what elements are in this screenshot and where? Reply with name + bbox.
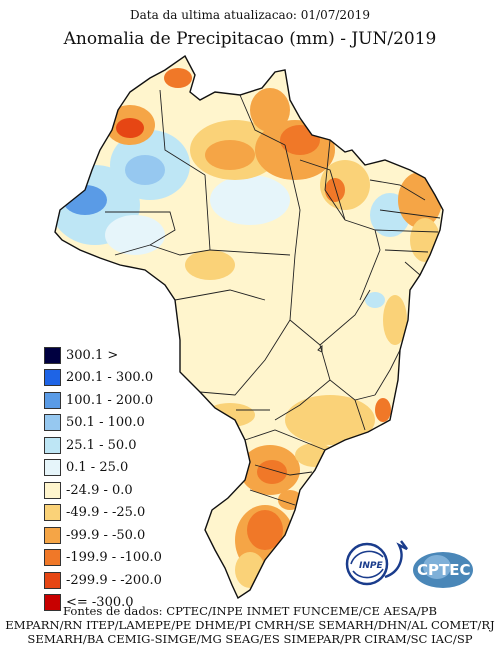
- data-sources-line: SEMARH/BA CEMIG-SIMGE/MG SEAG/ES SIMEPAR…: [27, 632, 473, 646]
- legend-swatch: [44, 526, 61, 544]
- legend-swatch: [44, 504, 61, 522]
- legend-item: 50.1 - 100.0: [44, 412, 162, 435]
- map-svg: [54, 54, 444, 600]
- logos: INPE CPTEC: [345, 537, 475, 597]
- cptec-logo-text: CPTEC: [417, 561, 471, 579]
- legend-item: -49.9 - -25.0: [44, 502, 162, 525]
- legend-swatch: [44, 414, 61, 432]
- legend-swatch: [44, 391, 61, 409]
- legend-item: <= -300.0: [44, 592, 162, 615]
- map-title: Anomalia de Precipitacao (mm) - JUN/2019: [63, 29, 437, 49]
- data-sources: Fontes de dados: CPTEC/INPE INMET FUNCEM…: [0, 604, 500, 646]
- legend: 300.1 > 200.1 - 300.0 100.1 - 200.0 50.1 - …: [44, 344, 162, 614]
- legend-swatch: [44, 436, 61, 454]
- legend-swatch: [44, 481, 61, 499]
- legend-swatch: [44, 369, 61, 387]
- legend-item: -99.9 - -50.0: [44, 524, 162, 547]
- legend-label: 100.1 - 200.0: [66, 392, 154, 408]
- legend-label: 25.1 - 50.0: [66, 437, 137, 453]
- cptec-logo: CPTEC: [413, 552, 473, 588]
- anomaly-field: [55, 68, 442, 588]
- state-boundaries: [105, 89, 441, 506]
- legend-item: -24.9 - 0.0: [44, 479, 162, 502]
- legend-item: 100.1 - 200.0: [44, 389, 162, 412]
- data-sources-line: EMPARN/RN ITEP/LAMEPE/PE DHME/PI CMRH/SE…: [5, 618, 495, 632]
- legend-item: 25.1 - 50.0: [44, 434, 162, 457]
- legend-label: <= -300.0: [66, 595, 134, 611]
- legend-swatch: [44, 594, 61, 612]
- data-sources-line: Fontes de dados: CPTEC/INPE INMET FUNCEM…: [63, 604, 437, 618]
- legend-label: 300.1 >: [66, 347, 119, 363]
- inpe-logo-text: INPE: [359, 561, 383, 571]
- legend-item: 0.1 - 25.0: [44, 457, 162, 480]
- legend-label: -49.9 - -25.0: [66, 505, 146, 521]
- legend-swatch: [44, 549, 61, 567]
- legend-label: 0.1 - 25.0: [66, 460, 129, 476]
- legend-swatch: [44, 346, 61, 364]
- legend-swatch: [44, 571, 61, 589]
- legend-label: 200.1 - 300.0: [66, 370, 154, 386]
- legend-item: 200.1 - 300.0: [44, 367, 162, 390]
- legend-label: 50.1 - 100.0: [66, 415, 145, 431]
- legend-label: -24.9 - 0.0: [66, 482, 133, 498]
- brazil-border: [54, 54, 444, 600]
- inpe-logo: INPE: [345, 540, 408, 586]
- legend-item: 300.1 >: [44, 344, 162, 367]
- legend-label: -299.9 - -200.0: [66, 572, 162, 588]
- legend-item: -299.9 - -200.0: [44, 569, 162, 592]
- legend-label: -199.9 - -100.0: [66, 550, 162, 566]
- legend-label: -99.9 - -50.0: [66, 527, 146, 543]
- legend-swatch: [44, 459, 61, 477]
- brazil-precipitation-map: [0, 50, 500, 600]
- update-date: Data da ultima atualizacao: 01/07/2019: [130, 8, 370, 22]
- legend-item: -199.9 - -100.0: [44, 547, 162, 570]
